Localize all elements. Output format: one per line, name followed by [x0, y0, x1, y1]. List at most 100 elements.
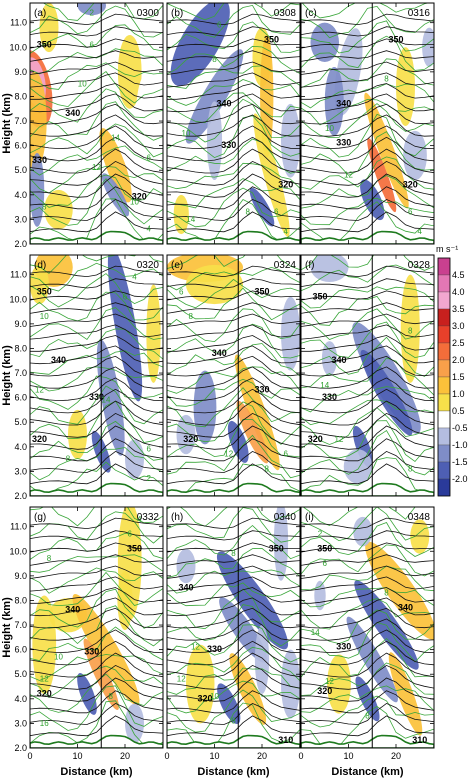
theta-contour — [301, 629, 434, 654]
x-tick-label: 20 — [391, 751, 401, 761]
panel-time: 0308 — [274, 8, 297, 19]
theta-contour — [30, 186, 163, 210]
wind-contour — [167, 646, 300, 682]
wind-contour — [30, 165, 163, 194]
panel-label: (h) — [171, 512, 183, 523]
x-axis-title: Distance (km) — [60, 766, 132, 778]
wind-contour — [167, 366, 300, 394]
colorbar-label: -2.0 — [452, 474, 468, 484]
theta-label: 320 — [197, 693, 212, 703]
theta-contour — [30, 313, 163, 327]
theta-contour — [167, 136, 300, 162]
theta-contour — [30, 160, 163, 186]
theta-label: 320 — [308, 434, 323, 444]
theta-contour — [167, 278, 300, 289]
colorbar-label: 3.0 — [452, 321, 465, 331]
terrain — [301, 734, 434, 748]
theta-contour — [167, 26, 300, 37]
wind-label: 4 — [418, 227, 423, 236]
wind-label: 12 — [344, 171, 353, 180]
wind-label: 12 — [325, 677, 334, 686]
shaded-region — [410, 519, 430, 554]
wind-label: 8 — [384, 75, 389, 84]
y-tick-label: 8.0 — [14, 595, 27, 605]
wind-label: 8 — [109, 692, 114, 701]
panel-border — [29, 254, 164, 497]
theta-label: 320 — [403, 179, 418, 189]
theta-contour — [301, 640, 434, 666]
wind-contour — [301, 336, 434, 377]
shaded-region — [310, 255, 349, 283]
wind-contour — [167, 547, 300, 579]
wind-contour — [30, 588, 163, 629]
y-tick-label: 2.0 — [14, 743, 27, 753]
theta-contour — [30, 324, 163, 340]
wind-contour — [30, 123, 163, 158]
wind-contour — [301, 522, 434, 557]
wind-contour — [30, 174, 163, 208]
wind-contour — [301, 430, 434, 476]
theta-contour — [30, 425, 163, 450]
y-tick-label: 3.0 — [14, 466, 27, 476]
axes-layer: Height (km) Height (km) Height (km) Distanc… — [1, 93, 404, 778]
theta-contour — [167, 576, 300, 592]
wind-contour — [30, 273, 163, 308]
theta-label: 320 — [317, 686, 332, 696]
theta-contour — [30, 13, 163, 26]
wind-contour — [167, 4, 300, 38]
y-tick-label: 4.0 — [14, 442, 27, 452]
wind-contour — [30, 507, 163, 527]
panel-0320: 350 340 330 320 4 6 10 14 12 8 6 2 (d) 0320 2.0 3.0 4.0 5… — [9, 254, 164, 501]
theta-contour — [167, 702, 300, 725]
wind-contour — [30, 262, 163, 292]
theta-label: 340 — [212, 348, 227, 358]
theta-contour — [30, 366, 163, 389]
y-tick-label: 5.0 — [14, 165, 27, 175]
colorbar-segment — [437, 427, 451, 446]
y-tick-label: 9.0 — [14, 571, 27, 581]
wind-contour — [301, 113, 434, 158]
terrain — [301, 230, 434, 244]
theta-contour — [30, 565, 163, 579]
wind-label: 10 — [182, 129, 191, 138]
colorbar-segment — [437, 478, 451, 497]
theta-contour — [30, 629, 163, 654]
shaded-region — [360, 349, 413, 436]
theta-contour — [301, 715, 434, 737]
theta-contour — [30, 173, 163, 198]
wind-label: 2 — [147, 474, 152, 483]
theta-contour — [301, 618, 434, 641]
wind-label: 8 — [408, 327, 413, 336]
theta-contour — [301, 83, 434, 100]
theta-contour — [301, 377, 434, 402]
colorbar-segment — [437, 308, 451, 327]
wind-label: 10 — [78, 80, 87, 89]
wind-label: 8 — [42, 203, 47, 212]
panel-border — [29, 506, 164, 749]
theta-contour — [301, 313, 434, 327]
wind-contour — [30, 48, 163, 75]
theta-contour — [30, 114, 163, 137]
y-tick-label: 8.0 — [14, 343, 27, 353]
wind-label: 4 — [137, 515, 142, 524]
wind-contour — [167, 507, 300, 527]
theta-label: 330 — [336, 642, 351, 652]
panel-border — [300, 506, 435, 749]
wind-contour — [301, 286, 434, 309]
wind-contour — [301, 622, 434, 663]
panel-0332: 350 340 330 320 46 8 10 12 16 8 (g) 0332 2.0 3.0 4.0 5.… — [9, 506, 164, 761]
theta-contour — [30, 412, 163, 438]
theta-contour — [30, 377, 163, 402]
colorbar-label: 2.0 — [452, 355, 465, 365]
panel-time: 0328 — [408, 260, 431, 271]
wind-contour — [30, 255, 163, 274]
theta-contour — [167, 388, 300, 414]
wind-contour — [30, 626, 163, 662]
colorbar-segment — [437, 376, 451, 395]
panel-time: 0300 — [137, 8, 160, 19]
wind-label: 6 — [123, 292, 128, 301]
theta-contour — [167, 324, 300, 340]
theta-contour — [301, 690, 434, 714]
theta-label: 350 — [127, 543, 142, 553]
theta-contour — [301, 400, 434, 426]
